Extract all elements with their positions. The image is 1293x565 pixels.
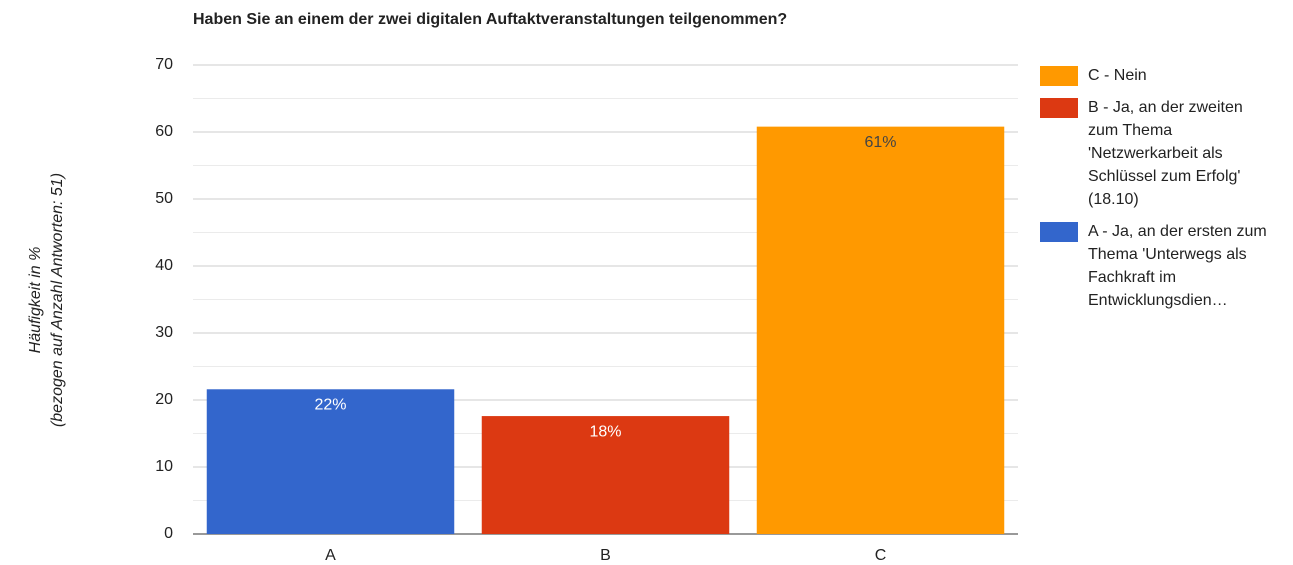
x-tick-label: B xyxy=(600,547,611,564)
data-label: 18% xyxy=(589,423,621,440)
bar xyxy=(206,389,455,534)
y-tick-label: 30 xyxy=(155,324,173,341)
x-tick-label: C xyxy=(875,547,887,564)
bar xyxy=(481,416,730,534)
y-tick-label: 40 xyxy=(155,257,173,274)
y-tick-label: 60 xyxy=(155,123,173,140)
legend-swatch xyxy=(1040,98,1078,118)
legend-swatch xyxy=(1040,66,1078,86)
data-label: 22% xyxy=(314,396,346,413)
y-tick-label: 0 xyxy=(164,525,173,542)
chart-title: Haben Sie an einem der zwei digitalen Au… xyxy=(193,11,787,28)
bar xyxy=(756,126,1005,534)
y-tick-label: 20 xyxy=(155,391,173,408)
legend-item: B - Ja, an der zweiten zum Thema 'Netzwe… xyxy=(1040,96,1285,211)
legend-label: C - Nein xyxy=(1088,67,1147,84)
y-tick-label: 50 xyxy=(155,190,173,207)
legend-item: C - Nein xyxy=(1040,64,1285,87)
legend-swatch xyxy=(1040,222,1078,242)
y-axis-label: Häufigkeit in % xyxy=(27,247,44,354)
y-tick-label: 70 xyxy=(155,56,173,73)
y-axis-label: (bezogen auf Anzahl Antworten: 51) xyxy=(49,173,66,427)
legend-item: A - Ja, an der ersten zum Thema 'Unterwe… xyxy=(1040,220,1285,312)
y-tick-label: 10 xyxy=(155,458,173,475)
data-label: 61% xyxy=(864,134,896,151)
legend-label: B - Ja, an der zweiten zum Thema 'Netzwe… xyxy=(1088,99,1243,208)
x-tick-label: A xyxy=(325,547,336,564)
legend-label: A - Ja, an der ersten zum Thema 'Unterwe… xyxy=(1088,223,1267,309)
legend: C - Nein B - Ja, an der zweiten zum Thema… xyxy=(1040,64,1285,321)
